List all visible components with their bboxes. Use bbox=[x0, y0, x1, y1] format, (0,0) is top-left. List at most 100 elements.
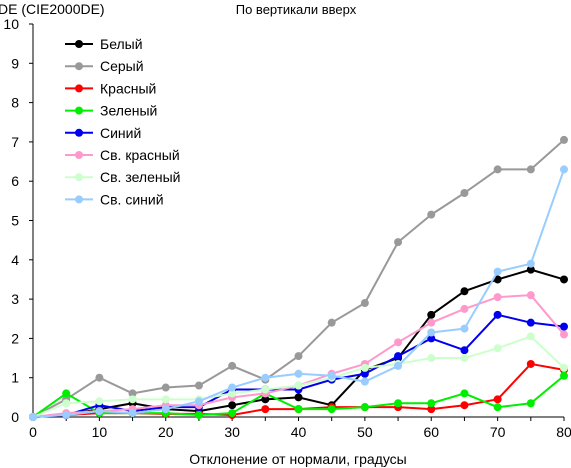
legend-swatch-marker bbox=[75, 128, 83, 137]
data-point bbox=[427, 318, 436, 327]
data-point bbox=[228, 361, 237, 370]
data-point bbox=[360, 377, 369, 386]
data-point bbox=[228, 383, 237, 392]
data-point bbox=[560, 275, 568, 284]
axes bbox=[29, 23, 565, 421]
data-point bbox=[294, 352, 303, 361]
series-8 bbox=[29, 165, 568, 421]
data-point bbox=[560, 322, 568, 331]
data-point bbox=[228, 389, 237, 398]
data-point bbox=[394, 361, 403, 370]
x-tick-label: 60 bbox=[423, 424, 439, 440]
data-point bbox=[460, 389, 469, 398]
data-point bbox=[427, 354, 436, 363]
series-2 bbox=[29, 135, 568, 421]
x-tick-label: 50 bbox=[357, 424, 373, 440]
legend-swatch-marker bbox=[75, 151, 83, 159]
legend-entry: Белый bbox=[65, 36, 143, 52]
data-point bbox=[261, 385, 270, 394]
data-point bbox=[560, 371, 568, 380]
data-point bbox=[261, 395, 270, 404]
y-tick-label: 3 bbox=[11, 291, 19, 307]
data-point bbox=[394, 352, 403, 361]
legend-label: Св. синий bbox=[100, 191, 164, 207]
data-point bbox=[294, 405, 303, 414]
y-tick-label: 5 bbox=[11, 213, 19, 229]
legend-label: Красный bbox=[100, 80, 156, 96]
data-point bbox=[560, 330, 568, 339]
y-tick-label: 0 bbox=[11, 409, 19, 425]
legend: Белый Серый Красный Зеленый Синий Св. красный… bbox=[65, 36, 180, 207]
y-tick-label: 2 bbox=[11, 330, 19, 346]
x-tick-label: 30 bbox=[224, 424, 240, 440]
data-point bbox=[427, 405, 436, 414]
data-point bbox=[394, 399, 403, 408]
data-point bbox=[95, 397, 104, 406]
data-point bbox=[493, 403, 502, 412]
y-axis-label: DE (CIE2000DE) bbox=[0, 1, 105, 17]
data-point bbox=[526, 359, 535, 368]
series-5 bbox=[29, 310, 568, 421]
data-point bbox=[327, 405, 336, 414]
data-point bbox=[360, 363, 369, 372]
data-point bbox=[194, 381, 203, 390]
legend-entry: Св. зеленый bbox=[65, 169, 180, 185]
legend-label: Серый bbox=[100, 58, 144, 74]
data-point bbox=[62, 389, 71, 398]
legend-entry: Синий bbox=[65, 125, 141, 141]
data-point bbox=[526, 291, 535, 300]
legend-swatch-marker bbox=[75, 173, 83, 182]
data-point bbox=[526, 318, 535, 327]
data-point bbox=[460, 324, 469, 333]
data-point bbox=[493, 293, 502, 302]
x-tick-label: 80 bbox=[556, 424, 571, 440]
data-point bbox=[161, 395, 170, 404]
data-point bbox=[128, 409, 137, 418]
data-point bbox=[493, 344, 502, 353]
legend-entry: Красный bbox=[65, 80, 156, 96]
data-point bbox=[327, 371, 336, 380]
y-tick-labels: 0 1 2 3 4 5 6 7 8 9 10 bbox=[3, 16, 19, 425]
data-point bbox=[394, 338, 403, 347]
data-point bbox=[526, 332, 535, 341]
data-point bbox=[128, 395, 137, 404]
data-point bbox=[460, 401, 469, 410]
x-tick-label: 10 bbox=[92, 424, 108, 440]
data-point bbox=[493, 275, 502, 284]
y-tick-label: 8 bbox=[11, 95, 19, 111]
x-tick-labels: 0 10 20 30 40 50 60 70 80 bbox=[29, 424, 571, 440]
data-point bbox=[294, 393, 303, 402]
y-tick-label: 10 bbox=[3, 16, 19, 32]
data-point bbox=[460, 287, 469, 296]
data-point bbox=[394, 238, 403, 247]
legend-swatch-marker bbox=[75, 84, 83, 93]
data-point bbox=[560, 363, 568, 372]
data-point bbox=[161, 405, 170, 414]
data-point bbox=[560, 135, 568, 144]
data-point bbox=[261, 405, 270, 414]
data-point bbox=[128, 389, 137, 398]
data-point bbox=[294, 369, 303, 378]
y-tick-label: 6 bbox=[11, 173, 19, 189]
legend-entry: Зеленый bbox=[65, 103, 157, 119]
data-point bbox=[228, 401, 237, 410]
data-point bbox=[327, 318, 336, 327]
data-point bbox=[460, 188, 469, 197]
data-point bbox=[526, 265, 535, 274]
legend-entry: Серый bbox=[65, 58, 144, 74]
data-point bbox=[360, 403, 369, 412]
data-point bbox=[194, 397, 203, 406]
x-axis-label: Отклонение от нормали, градусы bbox=[189, 451, 406, 467]
data-point bbox=[526, 165, 535, 174]
legend-swatch-marker bbox=[75, 40, 83, 48]
legend-label: Белый bbox=[100, 36, 143, 52]
legend-entry: Св. красный bbox=[65, 147, 180, 163]
data-point bbox=[294, 381, 303, 390]
legend-swatch-marker bbox=[75, 62, 83, 71]
data-point bbox=[493, 310, 502, 319]
data-point bbox=[560, 165, 568, 174]
data-point bbox=[427, 210, 436, 219]
legend-swatch-marker bbox=[75, 195, 83, 204]
x-tick-label: 70 bbox=[490, 424, 506, 440]
